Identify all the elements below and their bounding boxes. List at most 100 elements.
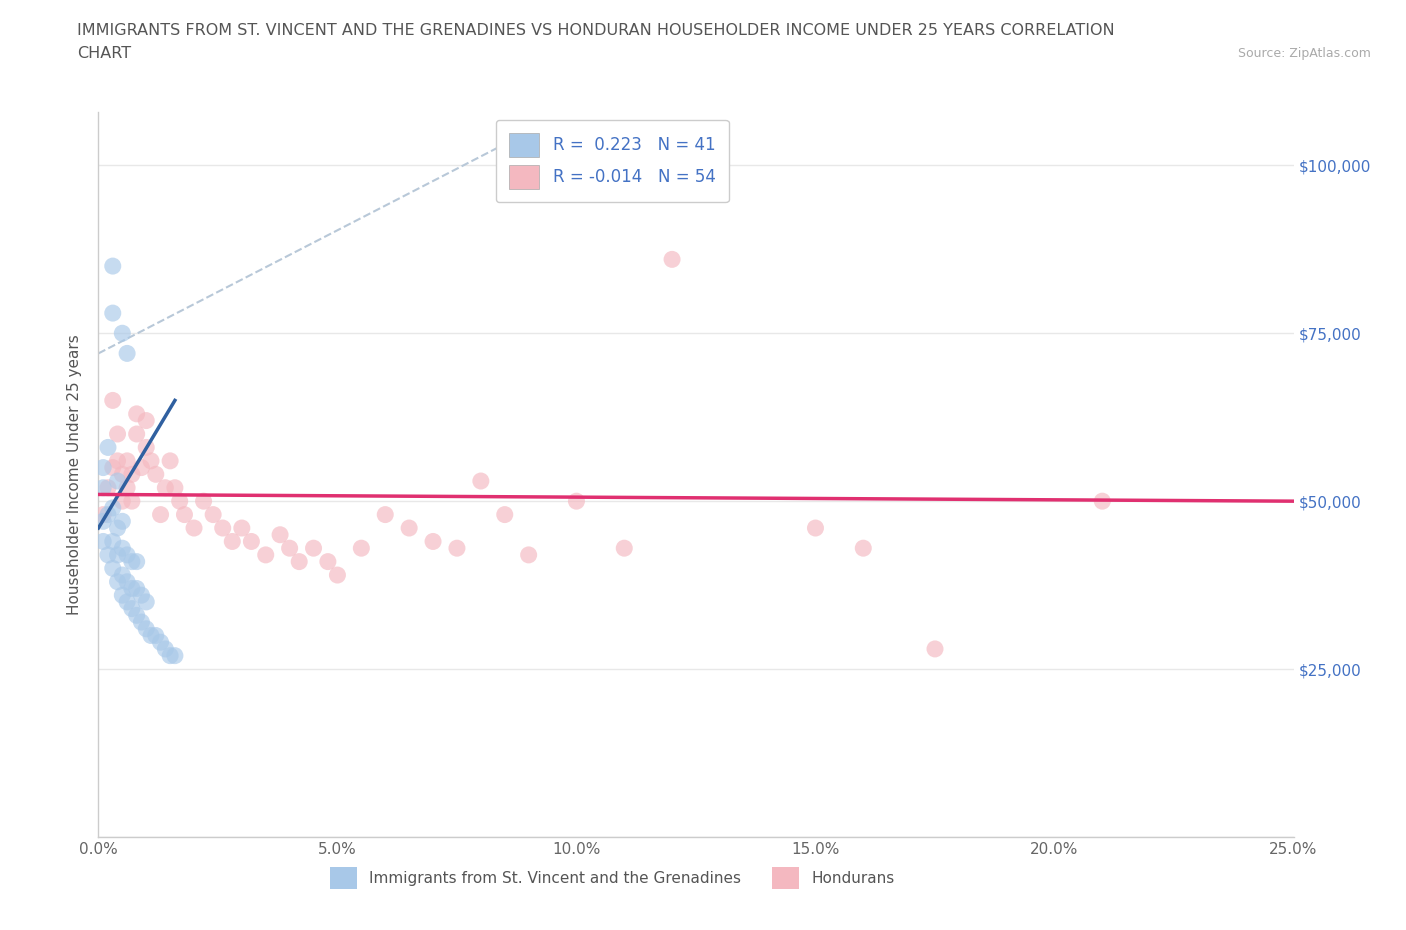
Point <box>326 567 349 582</box>
Text: Source: ZipAtlas.com: Source: ZipAtlas.com <box>1237 46 1371 60</box>
Point <box>149 635 172 650</box>
Point <box>804 521 827 536</box>
Point <box>661 252 683 267</box>
Point <box>852 540 875 555</box>
Point <box>111 588 134 603</box>
Point <box>125 427 148 442</box>
Point <box>107 427 129 442</box>
Point <box>91 480 114 495</box>
Point <box>211 521 233 536</box>
Point <box>613 540 636 555</box>
Y-axis label: Householder Income Under 25 years: Householder Income Under 25 years <box>67 334 83 615</box>
Point <box>125 581 148 596</box>
Point <box>121 554 143 569</box>
Point <box>163 480 186 495</box>
Point <box>91 507 114 522</box>
Point <box>111 326 134 340</box>
Point <box>470 473 492 488</box>
Point <box>97 440 120 455</box>
Point <box>159 454 181 469</box>
Point <box>121 494 143 509</box>
Point <box>101 500 124 515</box>
Point <box>517 548 540 563</box>
Point <box>193 494 215 509</box>
Legend: Immigrants from St. Vincent and the Grenadines, Hondurans: Immigrants from St. Vincent and the Gren… <box>323 861 901 895</box>
Point <box>121 601 143 616</box>
Point <box>111 514 134 529</box>
Point <box>173 507 195 522</box>
Point <box>183 521 205 536</box>
Point <box>163 648 186 663</box>
Point <box>107 473 129 488</box>
Point <box>101 259 124 273</box>
Point <box>924 642 946 657</box>
Point <box>231 521 253 536</box>
Point <box>91 514 114 529</box>
Text: IMMIGRANTS FROM ST. VINCENT AND THE GRENADINES VS HONDURAN HOUSEHOLDER INCOME UN: IMMIGRANTS FROM ST. VINCENT AND THE GREN… <box>77 23 1115 38</box>
Point <box>565 494 588 509</box>
Point <box>131 615 153 630</box>
Point <box>254 548 277 563</box>
Point <box>125 406 148 421</box>
Point <box>202 507 225 522</box>
Point <box>159 648 181 663</box>
Point <box>101 393 124 408</box>
Point <box>145 628 167 643</box>
Point <box>101 561 124 576</box>
Point <box>131 588 153 603</box>
Point <box>97 548 120 563</box>
Point <box>97 507 120 522</box>
Point <box>111 540 134 555</box>
Point <box>101 306 124 321</box>
Point <box>221 534 243 549</box>
Point <box>115 346 138 361</box>
Point <box>101 460 124 475</box>
Point <box>115 480 138 495</box>
Point <box>169 494 191 509</box>
Point <box>350 540 373 555</box>
Point <box>107 548 129 563</box>
Point <box>269 527 291 542</box>
Point <box>111 494 134 509</box>
Point <box>422 534 444 549</box>
Point <box>125 608 148 623</box>
Point <box>111 567 134 582</box>
Point <box>121 581 143 596</box>
Point <box>316 554 339 569</box>
Point <box>135 621 157 636</box>
Point <box>125 554 148 569</box>
Point <box>131 460 153 475</box>
Point <box>139 454 162 469</box>
Point <box>302 540 325 555</box>
Point <box>135 413 157 428</box>
Point <box>121 467 143 482</box>
Point <box>115 454 138 469</box>
Text: CHART: CHART <box>77 46 131 61</box>
Point <box>155 642 177 657</box>
Point <box>115 548 138 563</box>
Point <box>115 594 138 609</box>
Point <box>446 540 468 555</box>
Point <box>374 507 396 522</box>
Point <box>398 521 420 536</box>
Point <box>97 480 120 495</box>
Point <box>101 534 124 549</box>
Point <box>288 554 311 569</box>
Point <box>278 540 301 555</box>
Point <box>91 460 114 475</box>
Point <box>135 594 157 609</box>
Point <box>149 507 172 522</box>
Point <box>107 454 129 469</box>
Point <box>240 534 263 549</box>
Point <box>145 467 167 482</box>
Point <box>155 480 177 495</box>
Point <box>139 628 162 643</box>
Point <box>91 534 114 549</box>
Point <box>494 507 516 522</box>
Point <box>111 467 134 482</box>
Point <box>1091 494 1114 509</box>
Point <box>107 575 129 590</box>
Point <box>115 575 138 590</box>
Point <box>135 440 157 455</box>
Point <box>107 521 129 536</box>
